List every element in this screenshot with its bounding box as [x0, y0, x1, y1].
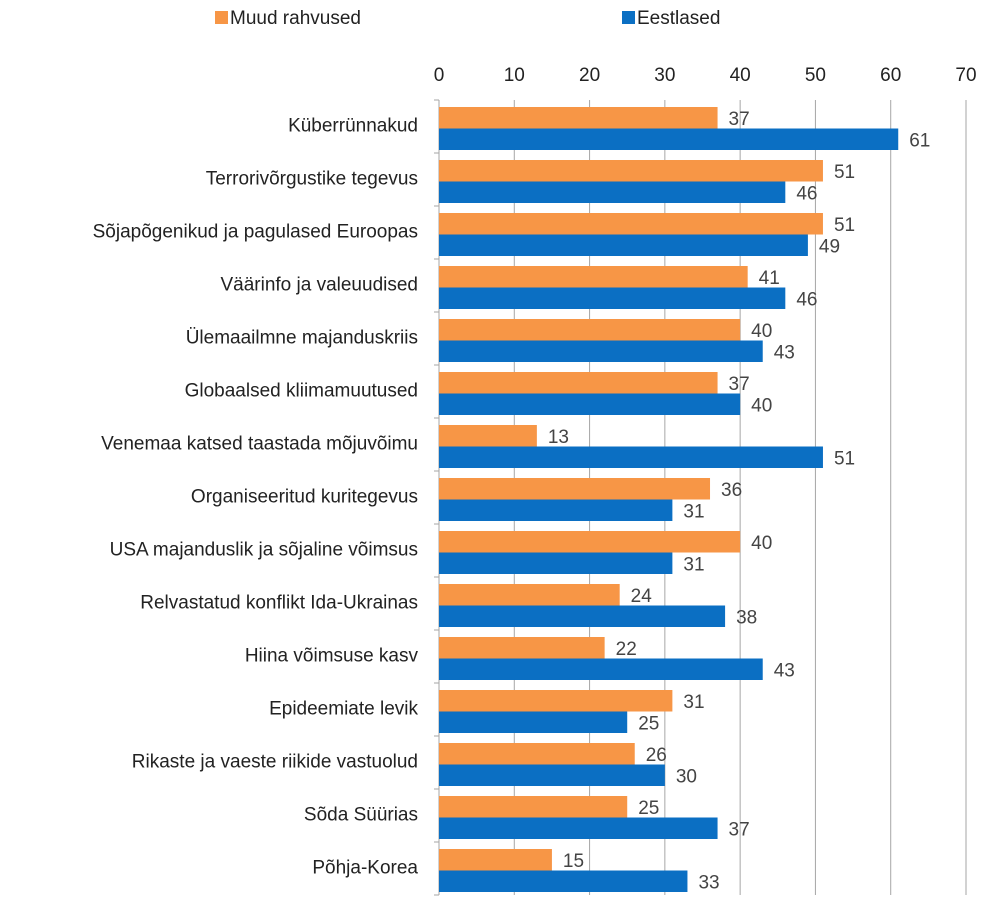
value-label: 61 — [909, 130, 930, 151]
value-label: 43 — [774, 660, 795, 681]
legend-swatch — [215, 11, 228, 24]
value-label: 37 — [729, 374, 750, 395]
y-tick-label: Venemaa katsed taastada mõjuvõimu — [101, 434, 418, 455]
bar — [439, 817, 718, 839]
y-tick-label: Epideemiate levik — [269, 699, 418, 720]
x-tick-label: 20 — [579, 65, 600, 86]
x-tick-label: 10 — [504, 65, 525, 86]
bar — [439, 743, 635, 765]
value-label: 25 — [638, 713, 659, 734]
value-label: 22 — [616, 639, 637, 660]
value-label: 41 — [759, 268, 780, 289]
bar — [439, 849, 552, 871]
y-tick-label: Põhja-Korea — [312, 858, 418, 879]
value-label: 15 — [563, 851, 584, 872]
bar — [439, 319, 741, 341]
bar — [439, 234, 808, 256]
value-label: 30 — [676, 766, 697, 787]
bar — [439, 764, 665, 786]
bar — [439, 531, 741, 553]
bar — [439, 446, 823, 468]
bar — [439, 711, 628, 733]
y-tick-label: Ülemaailmne majanduskriis — [186, 328, 418, 349]
value-label: 40 — [751, 533, 772, 554]
bar — [439, 552, 673, 574]
value-label: 49 — [819, 236, 840, 257]
value-label: 31 — [683, 501, 704, 522]
y-tick-label: Sõjapõgenikud ja pagulased Euroopas — [93, 222, 418, 243]
value-label: 40 — [751, 395, 772, 416]
x-tick-label: 30 — [654, 65, 675, 86]
bar — [439, 128, 899, 150]
value-label: 36 — [721, 480, 742, 501]
value-label: 46 — [796, 183, 817, 204]
bar — [439, 425, 537, 447]
bar — [439, 690, 673, 712]
bar — [439, 478, 711, 500]
legend-swatch — [622, 11, 635, 24]
value-label: 51 — [834, 448, 855, 469]
bar — [439, 499, 673, 521]
bar — [439, 637, 605, 659]
bar — [439, 658, 763, 680]
bar — [439, 605, 726, 627]
bar — [439, 181, 786, 203]
bar — [439, 870, 688, 892]
value-label: 43 — [774, 342, 795, 363]
bar — [439, 393, 741, 415]
value-label: 31 — [683, 554, 704, 575]
y-tick-label: Hiina võimsuse kasv — [245, 646, 419, 667]
bar — [439, 584, 620, 606]
x-tick-label: 40 — [730, 65, 751, 86]
value-label: 46 — [796, 289, 817, 310]
bar — [439, 340, 763, 362]
bar — [439, 796, 628, 818]
value-label: 31 — [683, 692, 704, 713]
y-tick-label: Relvastatud konflikt Ida-Ukrainas — [140, 593, 418, 614]
x-tick-label: 70 — [955, 65, 976, 86]
value-label: 25 — [638, 798, 659, 819]
legend-label: Muud rahvused — [230, 8, 361, 29]
x-tick-label: 60 — [880, 65, 901, 86]
value-label: 37 — [729, 109, 750, 130]
value-label: 33 — [698, 872, 719, 893]
bar — [439, 372, 718, 394]
value-label: 40 — [751, 321, 772, 342]
bar — [439, 213, 823, 235]
y-tick-label: Sõda Süürias — [304, 805, 418, 826]
x-tick-label: 50 — [805, 65, 826, 86]
y-tick-label: Väärinfo ja valeuudised — [220, 275, 418, 296]
y-tick-label: Organiseeritud kuritegevus — [191, 487, 418, 508]
legend-label: Eestlased — [637, 8, 720, 29]
value-label: 37 — [729, 819, 750, 840]
bar — [439, 287, 786, 309]
bar — [439, 107, 718, 129]
y-tick-label: Globaalsed kliimamuutused — [185, 381, 418, 402]
x-tick-label: 0 — [434, 65, 445, 86]
value-label: 26 — [646, 745, 667, 766]
y-tick-label: Terrorivõrgustike tegevus — [206, 169, 418, 190]
value-label: 38 — [736, 607, 757, 628]
value-label: 24 — [631, 586, 653, 607]
y-tick-label: USA majanduslik ja sõjaline võimsus — [110, 540, 418, 561]
y-tick-label: Küberrünnakud — [288, 116, 418, 137]
bar — [439, 160, 823, 182]
value-label: 13 — [548, 427, 569, 448]
y-tick-label: Rikaste ja vaeste riikide vastuolud — [132, 752, 418, 773]
bar — [439, 266, 748, 288]
value-label: 51 — [834, 162, 855, 183]
value-label: 51 — [834, 215, 855, 236]
